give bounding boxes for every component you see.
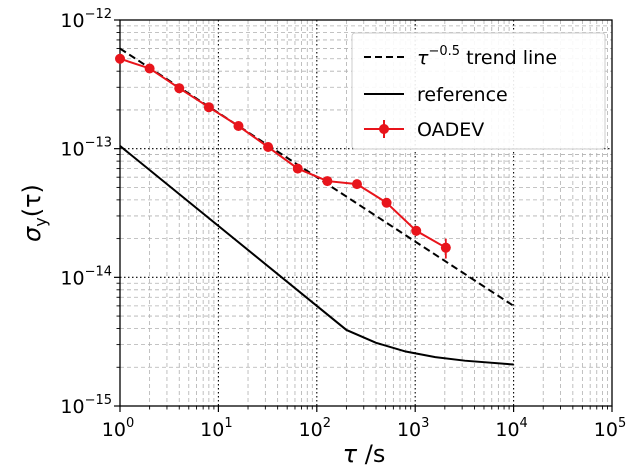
legend-box [351, 32, 606, 150]
x-tick-label: 102 [299, 416, 331, 441]
oadev-data-point [411, 225, 422, 236]
y-tick-label: 10−13 [60, 136, 112, 161]
oadev-data-point [115, 53, 125, 64]
y-tick-label: 10−15 [60, 393, 112, 418]
x-tick-label: 105 [594, 416, 626, 441]
x-axis-title: τ /s [343, 440, 386, 468]
legend-label-trend-line: τ−0.5 trend line [417, 44, 557, 69]
oadev-data-point [292, 163, 303, 174]
series [115, 47, 515, 366]
oadev-data-point [203, 102, 214, 113]
y-tick-label: 10−12 [60, 7, 112, 32]
x-tick-label: 100 [102, 416, 134, 441]
legend-label-reference: reference [417, 84, 508, 106]
y-tick-label: 10−14 [60, 264, 112, 289]
legend-swatch-oadev-marker [379, 124, 389, 134]
x-tick-label: 104 [495, 416, 527, 441]
oadev-data-point [174, 83, 185, 94]
oadev-data-point [263, 142, 274, 153]
oadev-data-point [381, 197, 392, 208]
oadev-data-point [440, 242, 451, 253]
oadev-data-point [233, 121, 244, 132]
plot-frame [119, 19, 613, 407]
oadev-series-line [119, 57, 447, 249]
oadev-data-point [144, 63, 155, 74]
legend: τ−0.5 trend line reference OADEV [351, 32, 606, 150]
x-tick-label: 103 [397, 416, 429, 441]
oadev-data-point [322, 176, 333, 187]
reference-series-line [119, 145, 514, 366]
legend-label-oadev: OADEV [417, 119, 484, 141]
y-axis-title: σy(τ) [18, 184, 50, 242]
axis-ticks: 100 101 102 103 104 105 10−15 10−14 10−13 10−12 [60, 7, 626, 441]
oadev-data-point [351, 179, 362, 190]
x-tick-label: 101 [200, 416, 232, 441]
